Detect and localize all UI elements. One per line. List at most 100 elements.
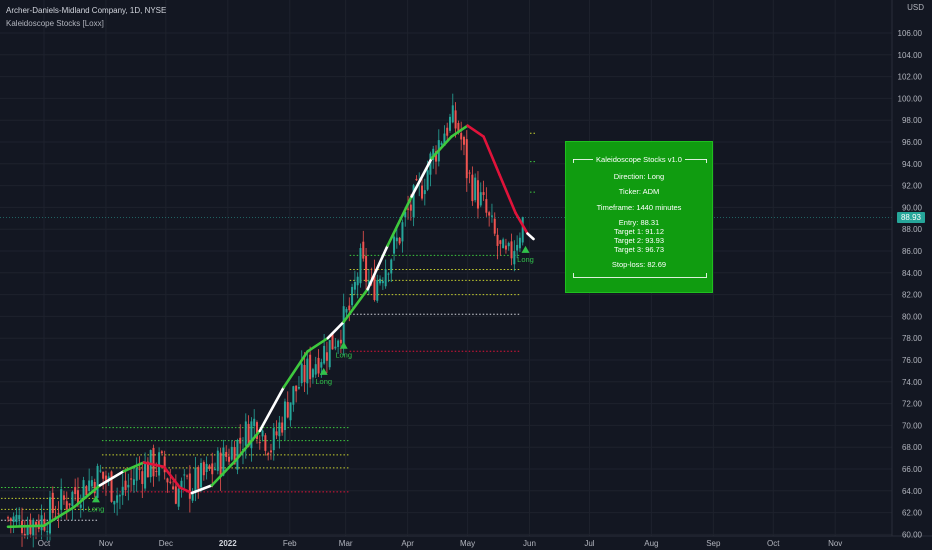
candle-body <box>255 422 258 439</box>
trend-segment <box>210 458 238 487</box>
candle-body <box>510 241 513 259</box>
candle-body <box>194 468 197 492</box>
time-tick-label: Jun <box>523 539 536 548</box>
candle-body <box>348 305 351 311</box>
candle-body <box>71 491 74 507</box>
candle-body <box>90 480 93 487</box>
price-tick-label: 88.00 <box>902 225 923 234</box>
candle-body <box>334 346 337 349</box>
trend-segment <box>430 135 453 160</box>
candle-body <box>314 364 317 375</box>
trend-segment <box>142 461 166 469</box>
candle-body <box>521 216 524 243</box>
candle-body <box>93 481 96 494</box>
long-signal-arrow-icon <box>91 495 100 503</box>
candle-body <box>482 192 485 195</box>
candle-body <box>62 495 65 500</box>
price-tick-label: 74.00 <box>902 378 923 387</box>
panel-entry: Entry: 88.31 <box>618 218 660 227</box>
candle-body <box>253 418 256 427</box>
candle-body <box>462 136 465 145</box>
candle-body <box>435 151 438 162</box>
candle-body <box>26 526 29 536</box>
candle-body <box>186 475 189 477</box>
candle-body <box>205 463 208 473</box>
price-tick-label: 72.00 <box>902 400 923 409</box>
candle-body <box>32 520 35 537</box>
trend-segment <box>342 287 369 324</box>
candle-body <box>404 211 407 218</box>
long-signal-arrow-icon <box>521 245 530 253</box>
candle-body <box>46 531 49 533</box>
candle-body <box>331 333 334 350</box>
candle-body <box>233 447 236 465</box>
candle-body <box>57 513 60 515</box>
candle-body <box>502 239 505 249</box>
candle-body <box>272 428 275 451</box>
candle-body <box>261 430 264 437</box>
candle-body <box>393 236 396 254</box>
price-axis: 60.00 62.00 64.00 66.00 68.00 70.00 72.00 74.00… <box>898 29 923 539</box>
candle-body <box>208 465 211 469</box>
candle-body <box>160 451 163 454</box>
candle-body <box>54 516 57 518</box>
panel-bottom-right-tick <box>706 273 707 277</box>
candle-body <box>457 122 460 132</box>
candle-body <box>172 486 175 490</box>
candle-body <box>127 484 130 488</box>
candle-body <box>99 470 102 472</box>
price-tick-label: 64.00 <box>902 487 923 496</box>
trend-segment <box>498 173 517 215</box>
candle-body <box>169 481 172 483</box>
candle-body <box>339 339 342 344</box>
candle-body <box>513 251 516 265</box>
signal-label: Long <box>315 377 332 386</box>
candle-body <box>465 139 468 179</box>
candle-body <box>40 515 43 531</box>
candle-body <box>188 473 191 499</box>
candle-body <box>390 259 393 274</box>
candle-body <box>197 467 200 489</box>
candle-body <box>432 148 435 161</box>
candle-body <box>507 242 510 247</box>
time-tick-label: Oct <box>767 539 780 548</box>
candle-body <box>183 474 186 476</box>
candle-body <box>407 208 410 210</box>
candle-body <box>135 468 138 481</box>
candle-body <box>65 501 68 510</box>
panel-stop-loss: Stop-loss: 82.69 <box>611 260 667 269</box>
candle-body <box>85 486 88 496</box>
candle-body <box>177 488 180 507</box>
candle-body <box>116 495 119 503</box>
indicator-title[interactable]: Kaleidoscope Stocks [Loxx] <box>6 19 104 28</box>
candle-body <box>281 422 284 433</box>
candle-body <box>174 486 177 504</box>
trend-segment <box>190 484 214 495</box>
candle-body <box>23 533 26 536</box>
candle-body <box>200 462 203 488</box>
candle-body <box>124 480 127 491</box>
candle-body <box>323 345 326 364</box>
price-tick-label: 86.00 <box>902 247 923 256</box>
candle-body <box>76 490 79 504</box>
candle-body <box>485 199 488 213</box>
currency-label: USD <box>907 3 924 12</box>
target-level-lines <box>0 132 536 521</box>
candle-body <box>446 127 449 136</box>
trend-segment <box>450 124 469 138</box>
candle-body <box>158 452 161 476</box>
candle-body <box>401 222 404 242</box>
candle-body <box>479 192 482 206</box>
candle-body <box>429 153 432 175</box>
candle-body <box>230 446 233 460</box>
candle-body <box>96 465 99 498</box>
price-tick-label: 70.00 <box>902 421 923 430</box>
candle-body <box>144 462 147 489</box>
candle-body <box>250 421 253 449</box>
candle-body <box>269 450 272 453</box>
candle-body <box>387 273 390 275</box>
candle-body <box>373 273 376 300</box>
candle-body <box>82 480 85 500</box>
time-tick-label: Mar <box>339 539 353 548</box>
